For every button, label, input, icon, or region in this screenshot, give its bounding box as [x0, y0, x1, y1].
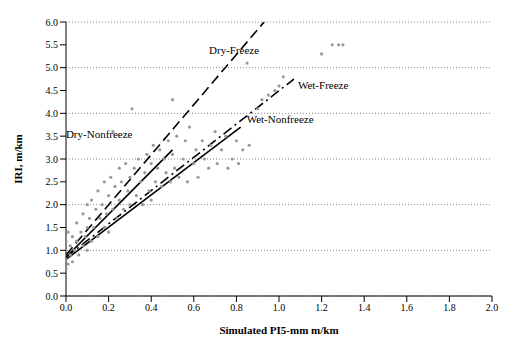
svg-text:Dry-Freeze: Dry-Freeze: [209, 44, 259, 56]
svg-text:3.5: 3.5: [46, 131, 59, 142]
svg-text:Simulated PI5-mm m/km: Simulated PI5-mm m/km: [219, 324, 338, 336]
svg-text:1.5: 1.5: [46, 222, 59, 233]
svg-text:Wet-Nonfreeze: Wet-Nonfreeze: [247, 113, 314, 125]
svg-text:1.4: 1.4: [358, 302, 371, 313]
svg-text:1.0: 1.0: [273, 302, 286, 313]
svg-text:3.0: 3.0: [46, 154, 59, 165]
svg-text:IRI, m/km: IRI, m/km: [12, 134, 24, 184]
svg-text:6.0: 6.0: [46, 17, 59, 28]
svg-text:4.0: 4.0: [46, 108, 59, 119]
svg-text:5.5: 5.5: [46, 39, 59, 50]
svg-text:1.2: 1.2: [315, 302, 328, 313]
svg-text:5.0: 5.0: [46, 62, 59, 73]
svg-text:0.8: 0.8: [230, 302, 243, 313]
svg-text:Wet-Freeze: Wet-Freeze: [298, 79, 349, 91]
svg-text:0.2: 0.2: [102, 302, 115, 313]
svg-text:2.5: 2.5: [46, 176, 59, 187]
svg-text:2.0: 2.0: [486, 302, 499, 313]
svg-text:1.8: 1.8: [443, 302, 456, 313]
svg-text:0.6: 0.6: [188, 302, 201, 313]
svg-text:Dry-Nonfreeze: Dry-Nonfreeze: [66, 128, 133, 140]
svg-text:4.5: 4.5: [46, 85, 59, 96]
svg-text:0.0: 0.0: [46, 291, 59, 302]
svg-text:0.5: 0.5: [46, 268, 59, 279]
svg-text:2.0: 2.0: [46, 199, 59, 210]
svg-text:0.0: 0.0: [60, 302, 73, 313]
svg-text:0.4: 0.4: [145, 302, 158, 313]
svg-text:1.6: 1.6: [401, 302, 414, 313]
svg-text:1.0: 1.0: [46, 245, 59, 256]
